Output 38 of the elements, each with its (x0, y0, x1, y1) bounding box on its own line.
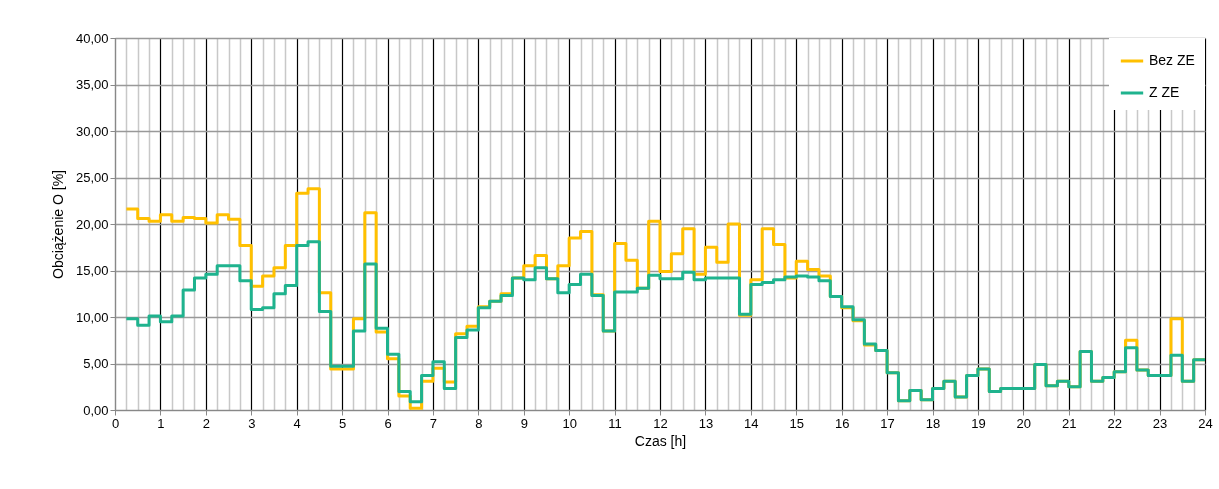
y-tick-label: 35,00 (75, 77, 109, 92)
x-tick-label: 19 (971, 415, 986, 431)
x-tick-label: 5 (338, 415, 347, 431)
x-tick-label: 6 (384, 415, 392, 431)
y-tick-label: 15,00 (75, 263, 109, 278)
x-tick-label: 9 (520, 415, 528, 431)
x-tick-label: 3 (248, 415, 256, 431)
x-tick-label: 15 (789, 415, 804, 431)
x-tick-label: 2 (202, 415, 210, 431)
x-tick-label: 10 (562, 415, 577, 431)
x-tick-label: 8 (475, 415, 483, 431)
x-tick-label: 21 (1062, 415, 1077, 431)
x-tick-label: 12 (653, 415, 668, 431)
y-tick-label: 5,00 (83, 356, 109, 371)
y-tick-label: 30,00 (75, 123, 109, 139)
y-tick-label: 0,00 (83, 402, 109, 418)
x-tick-label: 16 (834, 415, 850, 431)
legend-label: Bez ZE (1149, 52, 1195, 68)
x-tick-label: 18 (925, 415, 941, 431)
y-tick-label: 25,00 (75, 170, 109, 185)
x-tick-label: 24 (1198, 415, 1213, 431)
y-tick-label: 40,00 (75, 30, 109, 46)
x-tick-label: 0 (111, 415, 120, 431)
x-tick-label: 17 (880, 415, 895, 431)
x-tick-label: 23 (1152, 415, 1168, 431)
x-tick-label: 1 (157, 415, 165, 431)
y-tick-label: 20,00 (75, 216, 109, 232)
x-tick-label: 11 (608, 415, 622, 431)
x-tick-label: 20 (1016, 415, 1032, 431)
x-tick-label: 4 (293, 415, 301, 431)
y-axis-title: Obciążenie O [%] (49, 170, 66, 279)
y-tick-label: 10,00 (75, 309, 109, 325)
x-tick-label: 13 (698, 415, 714, 431)
x-tick-label: 22 (1107, 415, 1122, 431)
x-axis-title: Czas [h] (634, 432, 687, 449)
legend-label: Z ZE (1149, 84, 1180, 100)
x-tick-label: 7 (429, 415, 438, 431)
x-tick-label: 14 (744, 415, 759, 431)
